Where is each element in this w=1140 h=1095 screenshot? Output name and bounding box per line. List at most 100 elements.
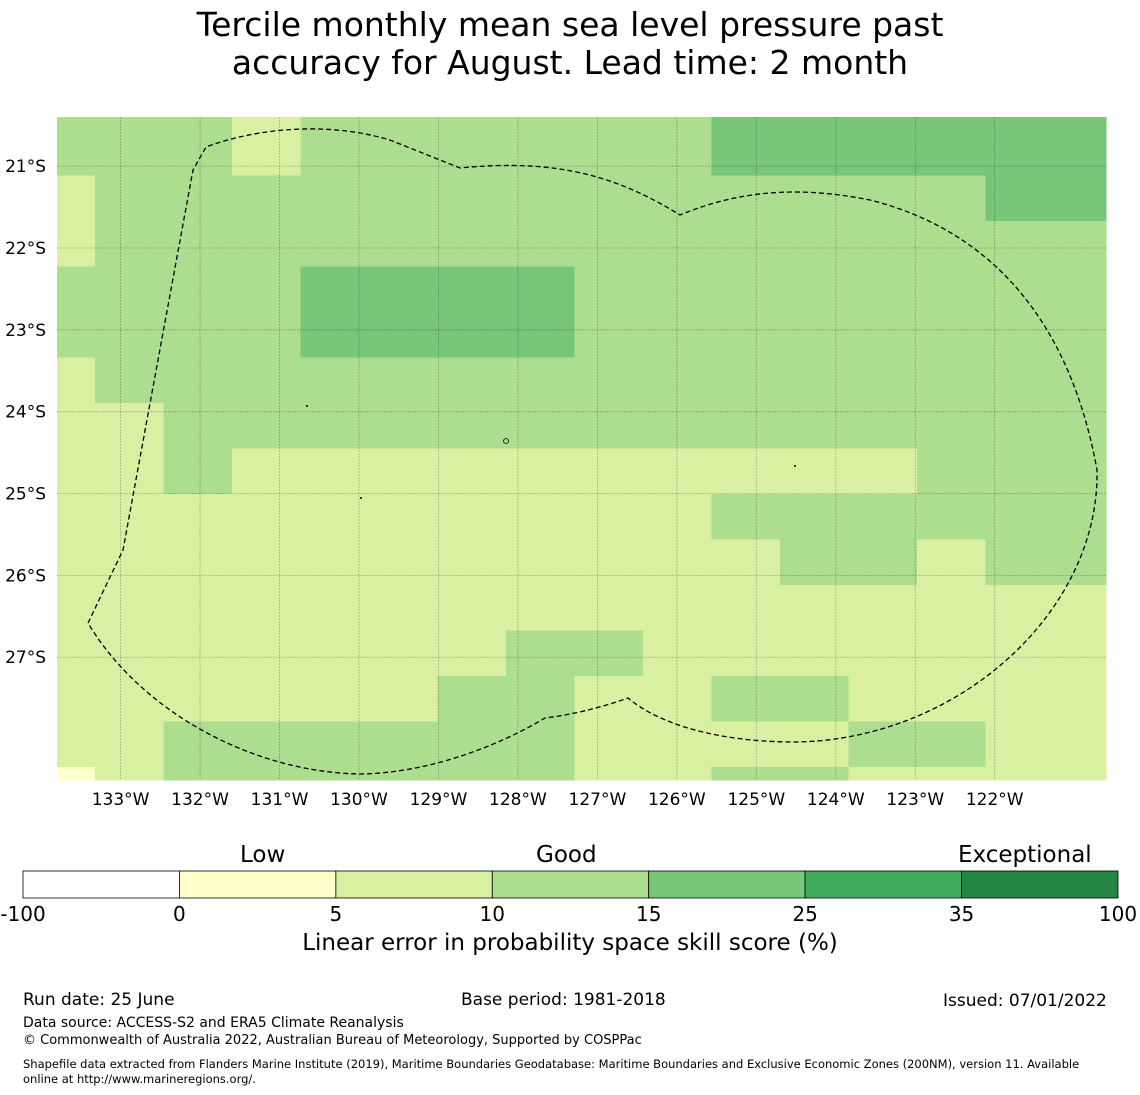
skill-cell [917,117,986,131]
skill-cell [95,130,164,176]
colorbar-tick-label: 5 [329,902,343,926]
longitude-label: 127°W [569,790,627,810]
skill-cell [437,630,507,677]
skill-cell [574,221,644,267]
skill-cell [917,630,986,677]
skill-cell [163,357,233,404]
skill-cell [643,494,712,540]
skill-cell [300,494,370,540]
latitude-label: 23°S [5,321,46,341]
skill-cell [300,357,370,404]
skill-cell [780,539,849,586]
skill-cell [57,448,96,495]
eez-boundary [87,128,1098,775]
skill-cell [232,403,301,449]
skill-cell [643,448,712,495]
skill-cell [917,312,986,358]
skill-cell [711,539,781,586]
skill-cell [163,539,233,586]
island-mark [503,438,509,444]
latitude-label: 25°S [5,485,46,505]
skill-cell [780,585,849,631]
skill-cell [643,175,712,222]
skill-cell [163,117,233,131]
base-period: Base period: 1981-2018 [461,990,666,1010]
colorbar-segment [961,870,1119,899]
colorbar-segment [179,870,337,899]
skill-cell [711,266,781,313]
skill-cell [643,721,712,768]
skill-cell [1054,721,1107,768]
issued-date: Issued: 07/01/2022 [943,991,1107,1011]
skill-cell [917,676,986,722]
skill-cell [506,539,575,586]
skill-cell [574,494,644,540]
graticule [57,117,1106,780]
skill-cell [437,357,507,404]
skill-cell [506,585,575,631]
skill-cell [300,448,370,495]
skill-cell [57,721,96,768]
skill-cell [574,585,644,631]
skill-cell [917,357,986,404]
skill-cell [780,117,849,131]
skill-cell [848,676,918,722]
colorbar-category-exceptional: Exceptional [958,842,1092,868]
skill-cell [437,117,507,131]
skill-cell [437,767,507,781]
skill-cell [985,266,1055,313]
skill-map: 133°W 132°W 131°W 130°W 129°W 128°W 127°W 126°W… [5,117,1107,810]
skill-cell [163,266,233,313]
skill-cell [917,448,986,495]
skill-cell [848,448,918,495]
skill-cell [1054,312,1107,358]
skill-cell [57,630,96,677]
skill-cell [780,221,849,267]
skill-cell [57,175,96,222]
skill-cell [985,403,1055,449]
skill-cell [57,676,96,722]
skill-cell [369,676,438,722]
skill-cell [1054,539,1107,586]
skill-cell [95,767,164,781]
skill-cell [574,266,644,313]
colorbar-tick-label: 35 [948,902,975,926]
colorbar-label: Linear error in probability space skill … [302,930,838,956]
skill-cell [300,767,370,781]
skill-cell [574,175,644,222]
latitude-labels: 21°S 22°S 23°S 24°S 25°S 26°S 27°S [5,157,46,668]
skill-cell [369,721,438,768]
skill-cell [300,117,370,131]
skill-cell [985,585,1055,631]
skill-cell [232,539,301,586]
skill-cell [95,117,164,131]
skill-cell [369,539,438,586]
skill-cell [1054,676,1107,722]
skill-cell [574,676,644,722]
skill-cell [300,585,370,631]
skill-cell [643,221,712,267]
skill-cell [163,130,233,176]
skill-cell [985,312,1055,358]
skill-cell [917,767,986,781]
skill-cell [95,266,164,313]
skill-cell [985,221,1055,267]
skill-cell [369,357,438,404]
skill-cell [643,539,712,586]
skill-cell [163,494,233,540]
skill-cell [985,767,1055,781]
skill-cell [985,676,1055,722]
skill-cell [232,585,301,631]
colorbar-tick-label: -100 [0,902,46,926]
skill-cell [711,721,781,768]
skill-cell [232,448,301,495]
colorbar-segment [648,870,806,899]
latitude-label: 24°S [5,403,46,423]
colorbar-category-good: Good [536,842,597,868]
skill-cell [369,448,438,495]
skill-cell [57,357,96,404]
skill-cell [437,175,507,222]
skill-cell [506,312,575,358]
skill-cell [780,676,849,722]
skill-cell [369,130,438,176]
